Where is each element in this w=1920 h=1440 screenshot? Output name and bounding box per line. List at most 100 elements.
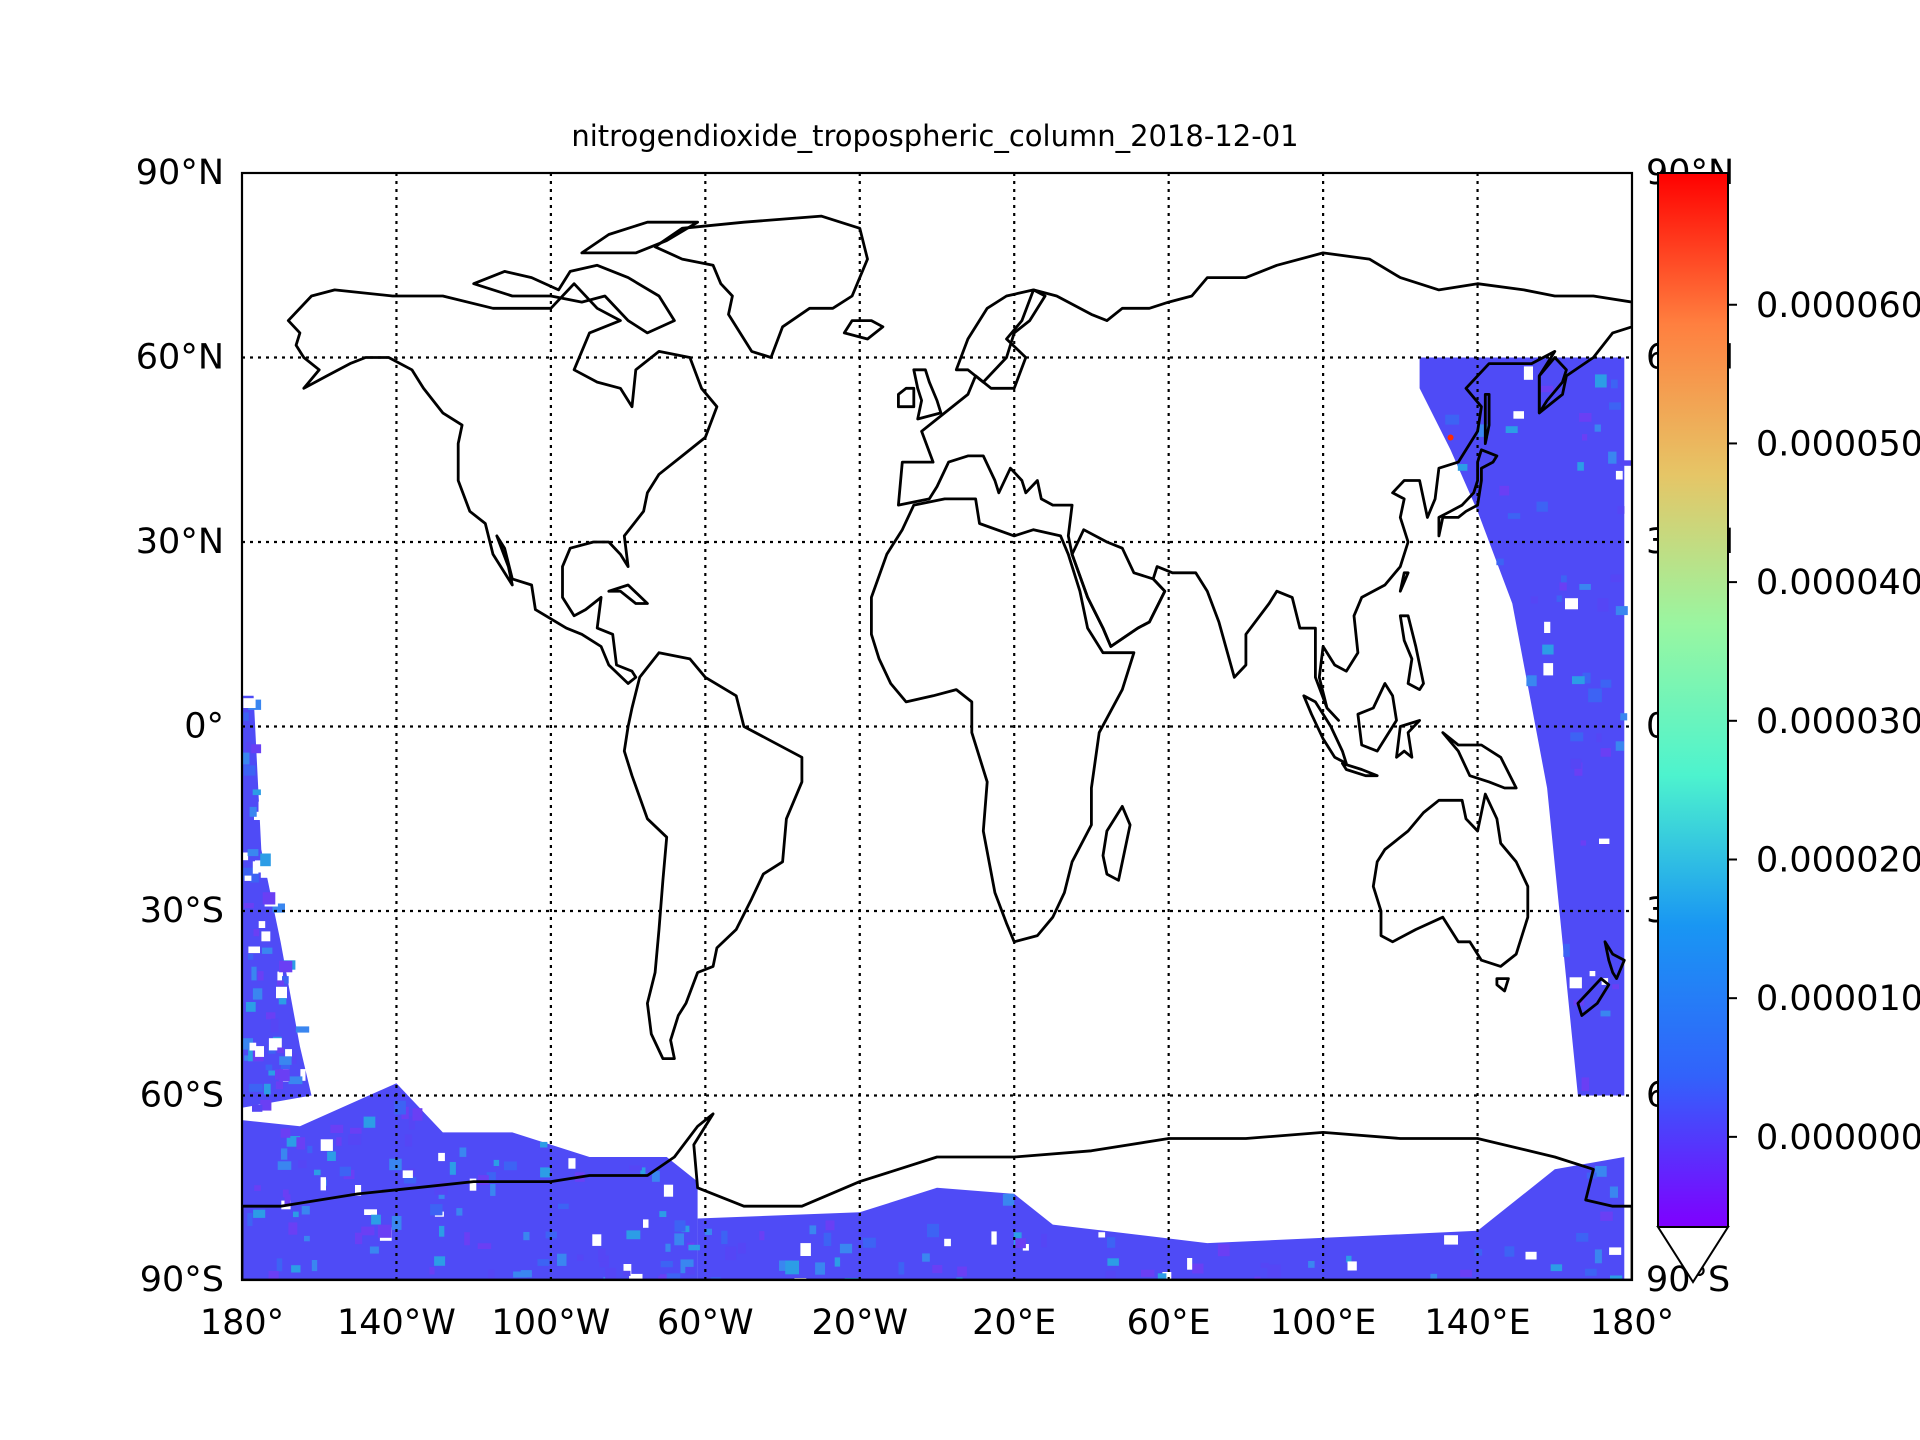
no2-pixel: [255, 1046, 264, 1057]
no2-pixel: [280, 1128, 291, 1138]
no2-pixel: [295, 1026, 310, 1033]
no2-pixel: [291, 1265, 301, 1273]
coast-north-america: [286, 282, 719, 685]
no2-pixel: [1098, 1232, 1106, 1238]
no2-pixel: [477, 1243, 492, 1249]
no2-pixel: [823, 1232, 832, 1246]
no2-pixel: [276, 986, 287, 999]
no2-pixel: [1041, 1233, 1047, 1248]
colorbar-tick-label: 0.000040: [1756, 563, 1920, 603]
no2-pixel: [1314, 1279, 1323, 1280]
no2-pixel: [1267, 1264, 1281, 1278]
lon-tick-label: 60°E: [1127, 1303, 1211, 1343]
no2-pixel: [737, 1242, 746, 1254]
no2-pixel: [1192, 1263, 1204, 1274]
no2-pixel: [268, 1070, 276, 1076]
lon-tick-label: 140°W: [337, 1303, 456, 1343]
no2-pixel: [279, 1056, 292, 1065]
no2-pixel: [1308, 1261, 1315, 1268]
coast-canadian-arctic: [472, 263, 676, 335]
no2-pixel: [1594, 424, 1601, 432]
no2-pixel: [1595, 1166, 1607, 1177]
no2-pixel: [852, 1279, 867, 1280]
no2-region-western-pacific: [1419, 357, 1625, 1096]
no2-pixel: [1579, 584, 1591, 590]
no2-pixel: [1107, 1258, 1119, 1266]
no2-pixel: [1346, 1255, 1352, 1263]
no2-pixel: [629, 1165, 642, 1171]
no2-pixel: [1580, 840, 1587, 846]
no2-pixel: [275, 1081, 283, 1090]
no2-pixel: [666, 1273, 681, 1280]
no2-pixel: [1507, 513, 1521, 519]
no2-pixel: [469, 1178, 477, 1191]
no2-pixel: [922, 1253, 930, 1262]
no2-pixel: [688, 1244, 700, 1251]
no2-pixel: [1542, 644, 1554, 655]
no2-pixel: [1525, 1251, 1537, 1260]
no2-pixel: [1612, 984, 1619, 990]
no2-pixel: [1600, 1010, 1611, 1017]
no2-pixel: [254, 1185, 261, 1191]
coast-sulawesi: [1395, 719, 1421, 759]
figure-title: nitrogendioxide_tropospheric_column_2018…: [571, 119, 1298, 153]
no2-pixel: [944, 1238, 951, 1247]
no2-pixel: [439, 1225, 445, 1237]
no2-pixel: [260, 1099, 272, 1111]
no2-pixel: [1577, 462, 1584, 471]
no2-pixel: [402, 1170, 413, 1178]
no2-pixel: [1569, 977, 1582, 989]
no2-pixel: [255, 860, 262, 873]
coast-borneo: [1356, 682, 1398, 753]
no2-pixel: [725, 1246, 737, 1261]
no2-pixel: [248, 946, 260, 954]
no2-pixel: [545, 1231, 557, 1239]
no2-pixel: [1611, 379, 1618, 389]
no2-pixel: [268, 1271, 279, 1280]
colorbar-extend-triangle: [1656, 1226, 1730, 1284]
no2-pixel: [262, 947, 273, 954]
no2-pixel: [272, 903, 285, 913]
latitude-labels: 90°N 60°N 30°N 0° 30°S 60°S 90°S: [136, 153, 224, 1300]
no2-pixel: [248, 954, 254, 960]
no2-pixel: [364, 1279, 372, 1280]
no2-pixel: [336, 1137, 342, 1146]
colorbar-tick-label: 0.000050: [1756, 424, 1920, 464]
no2-pixel: [652, 1171, 660, 1182]
no2-pixel: [1430, 1273, 1438, 1280]
no2-pixel: [244, 903, 254, 909]
no2-pixel: [314, 1169, 321, 1176]
no2-pixel: [286, 1136, 301, 1147]
no2-pixel: [252, 1104, 263, 1112]
no2-pixel: [1499, 485, 1510, 496]
coast-south-america: [622, 651, 804, 1060]
no2-pixel: [242, 752, 250, 765]
no2-pixel: [1543, 663, 1554, 676]
no2-pixel: [1609, 1186, 1618, 1198]
no2-pixel: [266, 1012, 276, 1020]
no2-pixel: [355, 1232, 363, 1245]
no2-pixel: [1254, 1276, 1261, 1280]
no2-pixel: [389, 1158, 402, 1171]
no2-pixel: [277, 980, 285, 986]
no2-pixel: [304, 1235, 310, 1242]
no2-pixel: [1445, 414, 1460, 425]
no2-pixel: [605, 1267, 617, 1280]
no2-pixel: [513, 1271, 527, 1278]
colorbar: 0.000000 0.000010 0.000020 0.000030 0.000040…: [1656, 172, 1920, 1284]
colorbar-tick-label: 0.000020: [1756, 840, 1920, 880]
no2-pixel: [721, 1230, 728, 1244]
no2-pixel: [243, 698, 256, 708]
no2-pixel: [253, 929, 260, 937]
colorbar-gradient: [1658, 173, 1728, 1227]
no2-pixel: [1539, 385, 1554, 393]
no2-pixel: [598, 1248, 606, 1262]
no2-pixel: [1608, 451, 1617, 464]
no2-pixel: [296, 1137, 306, 1150]
no2-pixel: [1260, 1262, 1269, 1268]
no2-pixel: [246, 741, 252, 754]
no2-pixel: [1187, 1258, 1193, 1270]
no2-pixel: [1579, 413, 1592, 422]
no2-pixel: [434, 1256, 446, 1266]
no2-pixel: [307, 1145, 313, 1154]
